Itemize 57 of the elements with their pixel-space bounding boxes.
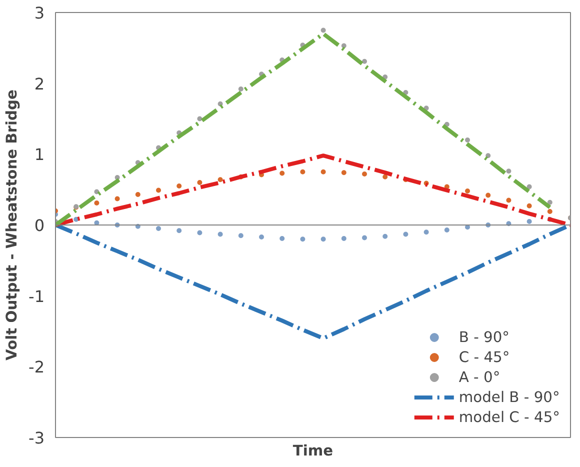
y-axis-title: Volt Output - Wheatstone Bridge: [4, 89, 21, 360]
point: [506, 168, 512, 174]
y-tick-label: -3: [28, 428, 44, 448]
point: [135, 192, 140, 198]
y-tick-label: -2: [28, 358, 44, 377]
point: [259, 234, 264, 240]
point: [526, 203, 532, 208]
point: [280, 236, 285, 241]
legend-label: C - 45°: [458, 348, 510, 366]
point: [403, 232, 408, 237]
point: [382, 174, 388, 180]
point: [238, 86, 244, 92]
point: [197, 180, 202, 185]
x-axis-title: Time: [292, 442, 334, 460]
point: [300, 236, 306, 242]
point: [218, 177, 223, 182]
point: [74, 216, 79, 222]
point: [341, 236, 346, 241]
point: [156, 226, 161, 232]
point: [238, 233, 244, 238]
point: [320, 236, 326, 242]
y-tick-label: 1: [34, 145, 45, 164]
point: [320, 169, 326, 174]
point: [486, 153, 491, 158]
point: [94, 200, 100, 206]
point: [362, 235, 367, 240]
point: [382, 234, 388, 239]
point: [362, 172, 367, 176]
point: [176, 184, 182, 189]
point: [114, 196, 120, 202]
point: [547, 200, 552, 205]
point: [320, 28, 326, 33]
point: [465, 138, 470, 142]
point: [526, 218, 532, 224]
point: [424, 230, 429, 235]
legend-label: B - 90°: [458, 328, 510, 346]
point: [341, 170, 346, 176]
line-series: [56, 154, 570, 227]
legend-label: A - 0°: [458, 368, 500, 386]
point: [300, 169, 306, 174]
point: [156, 188, 161, 193]
y-tick-label: 0: [34, 216, 45, 235]
point: [362, 58, 367, 64]
legend-label: model C - 45°: [458, 408, 560, 426]
point: [280, 170, 285, 176]
point: [176, 228, 182, 234]
point: [506, 198, 512, 203]
point: [465, 188, 470, 194]
point: [218, 232, 223, 237]
point: [197, 230, 202, 236]
point: [486, 192, 491, 198]
legend-label: model B - 90°: [458, 388, 560, 406]
y-tick-label: -1: [28, 286, 44, 306]
y-tick-label: 3: [34, 4, 45, 22]
point: [547, 209, 552, 214]
point: [444, 227, 450, 232]
y-tick-label: 2: [34, 74, 45, 94]
